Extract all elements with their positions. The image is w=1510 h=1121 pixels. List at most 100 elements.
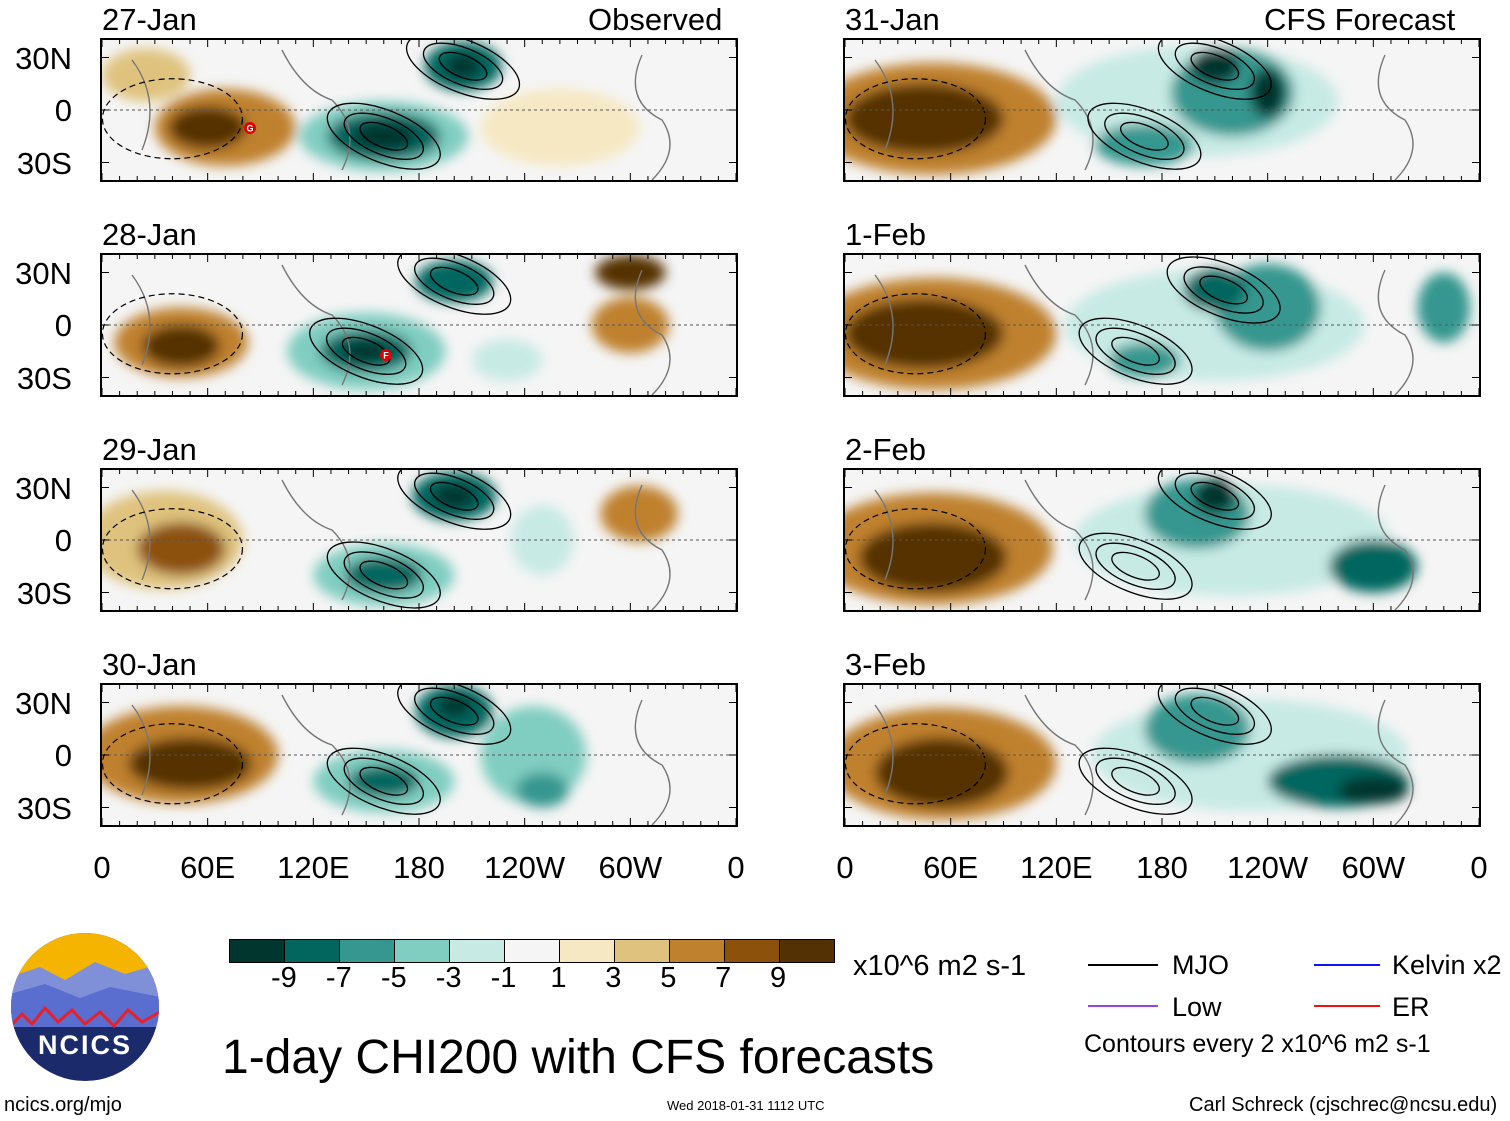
lat-label: 30N <box>15 470 72 506</box>
mjo-contour <box>1174 472 1256 520</box>
mjo-contour <box>359 121 409 151</box>
anomaly-region <box>102 48 191 102</box>
mjo-contour <box>326 747 441 815</box>
coastline <box>131 694 671 825</box>
map-panel <box>843 38 1481 182</box>
coastline <box>874 49 1414 180</box>
coastline <box>131 479 671 610</box>
map-panel-27-Jan: G <box>101 40 737 180</box>
colorbar-swatch <box>285 940 340 962</box>
mjo-contour <box>359 560 409 590</box>
mjo-contour <box>1190 696 1240 726</box>
colorbar-swatch <box>615 940 670 962</box>
coastline <box>131 49 671 180</box>
mjo-contour <box>1087 102 1202 170</box>
mjo-contour <box>343 757 424 805</box>
lon-label: 0 <box>727 850 745 885</box>
mjo-contour <box>326 102 441 170</box>
anomaly-region <box>1144 693 1251 764</box>
lon-label: 0 <box>1470 850 1488 885</box>
anomaly-region <box>433 484 476 509</box>
svg-text:G: G <box>246 124 253 134</box>
legend-er-line <box>1314 1005 1380 1007</box>
lon-label: 120E <box>277 850 350 885</box>
map-panel-30-Jan <box>101 685 737 825</box>
mjo-contour <box>1111 551 1160 581</box>
map-panel: F <box>100 253 738 397</box>
map-panel <box>100 468 738 612</box>
anomaly-region <box>137 522 226 575</box>
lat-label: 30N <box>15 255 72 291</box>
mjo-contour <box>1078 747 1193 815</box>
mjo-contour <box>341 336 391 366</box>
colorbar-swatch <box>505 940 560 962</box>
map-panel-3-Feb <box>844 685 1480 825</box>
colorbar-swatch <box>560 940 615 962</box>
colorbar-swatch <box>340 940 395 962</box>
mjo-contour <box>1095 542 1176 590</box>
anomaly-region <box>348 765 419 797</box>
lon-label: 60E <box>180 850 236 885</box>
legend-low-line <box>1088 1005 1158 1007</box>
colorbar-swatch <box>395 940 450 962</box>
map-panel-29-Jan <box>101 470 737 610</box>
anomaly-region <box>1417 272 1471 343</box>
storm-marker-icon: G <box>244 122 256 134</box>
lon-label: 120E <box>1020 850 1093 885</box>
colorbar-swatch <box>230 940 285 962</box>
anomaly-region <box>515 772 569 808</box>
mjo-contour <box>1199 275 1249 305</box>
mjo-contour <box>397 255 512 315</box>
anomaly-region <box>1109 342 1180 378</box>
panel-date: 28-Jan <box>102 217 197 252</box>
legend-mjo-line <box>1088 964 1158 966</box>
mjo-contour <box>429 481 479 511</box>
timestamp: Wed 2018-01-31 1112 UTC <box>667 1098 825 1113</box>
lat-label: 30N <box>15 685 72 721</box>
legend-kelvin: Kelvin x2 <box>1392 950 1502 980</box>
mjo-contour <box>359 766 409 796</box>
mjo-contour-positive <box>102 723 244 805</box>
ncics-logo: NCICS <box>11 933 159 1081</box>
mjo-contour <box>1104 112 1185 160</box>
mjo-contour <box>1120 121 1169 151</box>
map-panel <box>100 683 738 827</box>
mjo-contour <box>1157 685 1272 745</box>
colorbar-tick-label: 9 <box>770 962 787 994</box>
mjo-contour <box>405 40 521 100</box>
mjo-contour <box>1174 687 1256 735</box>
colorbar-swatch <box>670 940 725 962</box>
site-url[interactable]: ncics.org/mjo <box>4 1094 122 1116</box>
mjo-contour <box>1095 757 1176 805</box>
mjo-contour <box>429 696 479 726</box>
anomaly-region <box>1190 48 1240 84</box>
anomaly-region <box>1193 478 1236 514</box>
mjo-contour <box>1078 532 1193 600</box>
forecast-label: CFS Forecast <box>1264 2 1456 37</box>
anomaly-region <box>345 557 423 593</box>
lat-label: 30N <box>15 40 72 76</box>
mjo-contour <box>414 257 495 305</box>
mjo-contour <box>1166 256 1281 324</box>
anomaly-region <box>168 106 247 149</box>
lat-label: 0 <box>54 93 72 128</box>
mjo-contour <box>1183 266 1264 314</box>
map-panel-28-Jan: F <box>101 255 737 395</box>
colorbar-units: x10^6 m2 s-1 <box>853 950 1027 982</box>
mjo-contour <box>1157 40 1272 100</box>
mjo-contour <box>343 551 424 599</box>
anomaly-region <box>341 340 391 362</box>
lon-label: 60E <box>923 850 979 885</box>
legend-er: ER <box>1392 992 1430 1022</box>
observed-label: Observed <box>588 2 723 37</box>
mjo-contour-positive <box>102 78 244 160</box>
anomaly-region <box>445 54 481 79</box>
panel-date: 29-Jan <box>102 432 197 467</box>
anomaly-region <box>595 255 666 290</box>
mjo-contour <box>397 685 512 745</box>
colorbar-tick-label: -5 <box>380 962 407 994</box>
lat-label: 0 <box>54 523 72 558</box>
colorbar-swatch <box>450 940 505 962</box>
coastline <box>874 264 1414 395</box>
